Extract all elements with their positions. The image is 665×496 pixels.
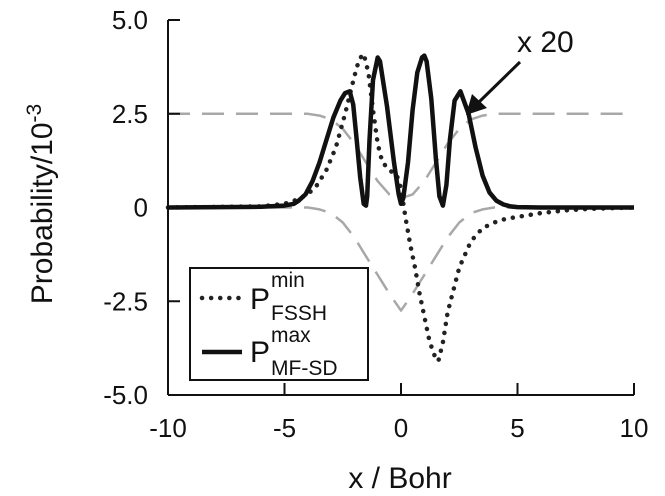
- annotation-arrow-shaft: [476, 60, 522, 105]
- annotation: x 20: [466, 26, 574, 115]
- legend: P min FSSH P max MF-SD: [189, 267, 369, 381]
- y-axis-title-exponent: -3: [23, 104, 46, 123]
- svg-text:Probability/10-3: Probability/10-3: [23, 104, 59, 304]
- y-axis-title-text: Probability/10: [26, 122, 59, 304]
- annotation-arrow-head: [466, 94, 487, 115]
- y-tick-label: 5.0: [112, 5, 148, 35]
- legend-label-fssh: P: [250, 283, 270, 316]
- x-tick-label: 5: [510, 413, 524, 443]
- legend-sub-mfsd: MF-SD: [271, 357, 338, 380]
- y-tick-label: 2.5: [112, 99, 148, 129]
- x-tick-label: -5: [273, 413, 296, 443]
- legend-sup-fssh: min: [271, 269, 305, 292]
- series-layer: [165, 51, 637, 364]
- series-line-fssh: [165, 51, 637, 364]
- x-tick-label: 10: [620, 413, 649, 443]
- y-tick-label: -5.0: [103, 380, 148, 410]
- x-tick-label: 0: [394, 413, 408, 443]
- annotation-label: x 20: [517, 26, 574, 59]
- y-tick-label: -2.5: [103, 286, 148, 316]
- x-tick-label: -10: [149, 413, 187, 443]
- legend-sup-mfsd: max: [271, 324, 311, 347]
- x-axis-title: x / Bohr: [348, 462, 451, 495]
- y-axis-title: Probability/10-3: [23, 104, 59, 304]
- series-line-potential-3: [168, 206, 634, 312]
- series-line-mfsd: [167, 53, 634, 210]
- legend-label-mfsd: P: [250, 336, 270, 369]
- legend-box: [189, 267, 369, 381]
- labels-layer: -10 -5 0 5 10 -5.0 -2.5 0 2.5 5.0: [103, 5, 648, 443]
- axis-layer: [167, 19, 635, 396]
- series-line-potential-2: [168, 112, 634, 200]
- y-tick-label: 0: [134, 193, 148, 223]
- legend-sub-fssh: FSSH: [271, 302, 327, 325]
